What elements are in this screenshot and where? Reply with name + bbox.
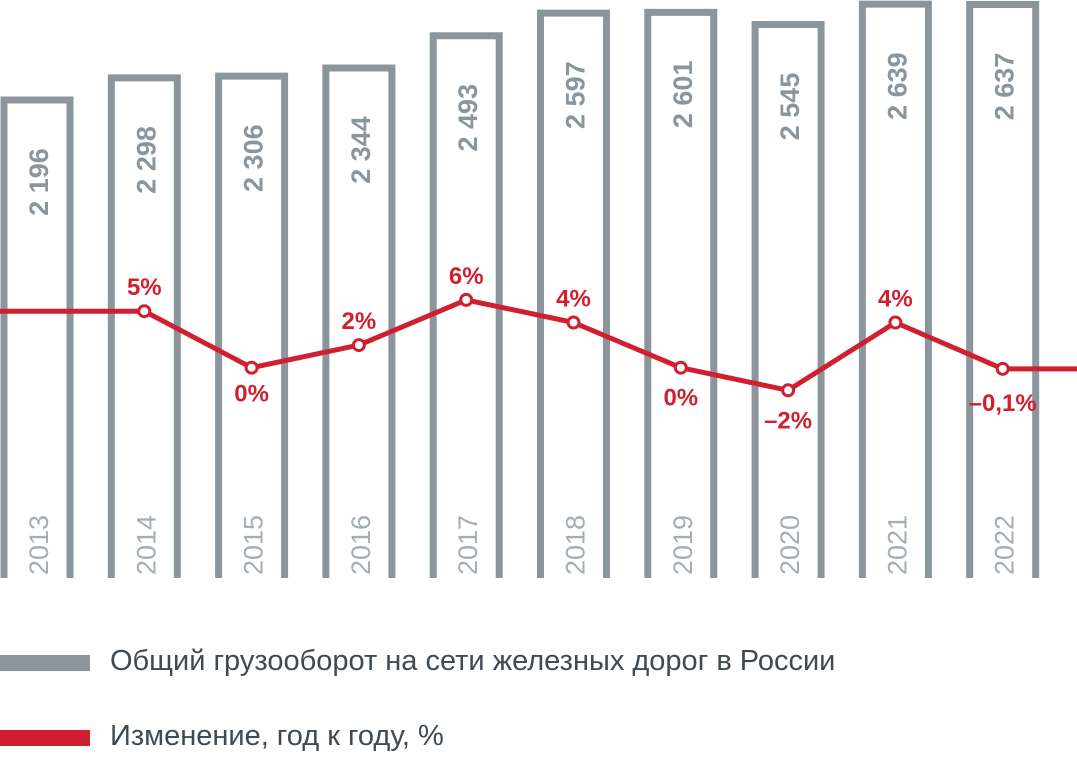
- bar: [966, 1, 1040, 578]
- line-data-label: 6%: [449, 263, 484, 290]
- bar-value-label: 2 597: [561, 61, 591, 129]
- bar: [858, 0, 932, 578]
- bar-value-label: 2 639: [882, 52, 912, 120]
- legend-line-swatch: [0, 730, 90, 746]
- line-data-label: 0%: [663, 385, 698, 412]
- bar-value-label: 2 493: [453, 84, 483, 152]
- x-tick-label: 2014: [131, 515, 161, 575]
- line-point: [459, 292, 474, 307]
- bar-value-label: 2 637: [990, 53, 1020, 121]
- bar: [322, 64, 396, 578]
- line-data-label: 4%: [878, 286, 913, 313]
- bar: [215, 72, 289, 578]
- line-data-label: 2%: [342, 308, 377, 335]
- bar-value-label: 2 298: [131, 126, 161, 194]
- legend-bar-label: Общий грузооборот на сети железных дорог…: [110, 645, 836, 677]
- line-point: [673, 360, 688, 375]
- line-point: [888, 315, 903, 330]
- line-point: [781, 383, 796, 398]
- bar: [644, 8, 718, 578]
- line-point: [995, 361, 1010, 376]
- line-data-label: 4%: [556, 286, 591, 313]
- legend-bar-swatch: [0, 655, 90, 671]
- bar-value-label: 2 196: [24, 148, 54, 216]
- bar-value-label: 2 344: [346, 116, 376, 184]
- bar-value-label: 2 306: [239, 124, 269, 192]
- bar: [537, 9, 610, 578]
- legend-line-series: Изменение, год к году, %: [0, 716, 1077, 756]
- x-tick-label: 2013: [24, 515, 54, 575]
- x-tick-label: 2019: [668, 515, 698, 575]
- bar-value-label: 2 601: [668, 61, 698, 129]
- bar: [0, 96, 74, 578]
- line-data-label: 5%: [127, 274, 162, 301]
- x-tick-label: 2021: [882, 515, 912, 575]
- line-point: [244, 360, 259, 375]
- bar: [751, 20, 825, 578]
- bar-value-label: 2 545: [775, 73, 805, 141]
- x-tick-label: 2016: [346, 515, 376, 575]
- line-data-label: –0,1%: [969, 390, 1037, 417]
- chart: 2 196 2013 2 298 2014 2 306 2015 2 344 2016 2 49…: [0, 0, 1077, 578]
- legend-bar-series: Общий грузооборот на сети железных дорог…: [0, 641, 1077, 681]
- line-data-label: –2%: [764, 407, 812, 434]
- x-tick-label: 2018: [561, 515, 591, 575]
- x-tick-label: 2017: [453, 515, 483, 575]
- x-tick-label: 2020: [775, 515, 805, 575]
- x-tick-label: 2022: [990, 515, 1020, 575]
- line-point: [137, 304, 152, 319]
- legend-line-label: Изменение, год к году, %: [110, 720, 444, 752]
- line-point: [351, 338, 366, 353]
- line-point: [566, 315, 581, 330]
- line-data-label: 0%: [234, 381, 269, 408]
- x-tick-label: 2015: [239, 515, 269, 575]
